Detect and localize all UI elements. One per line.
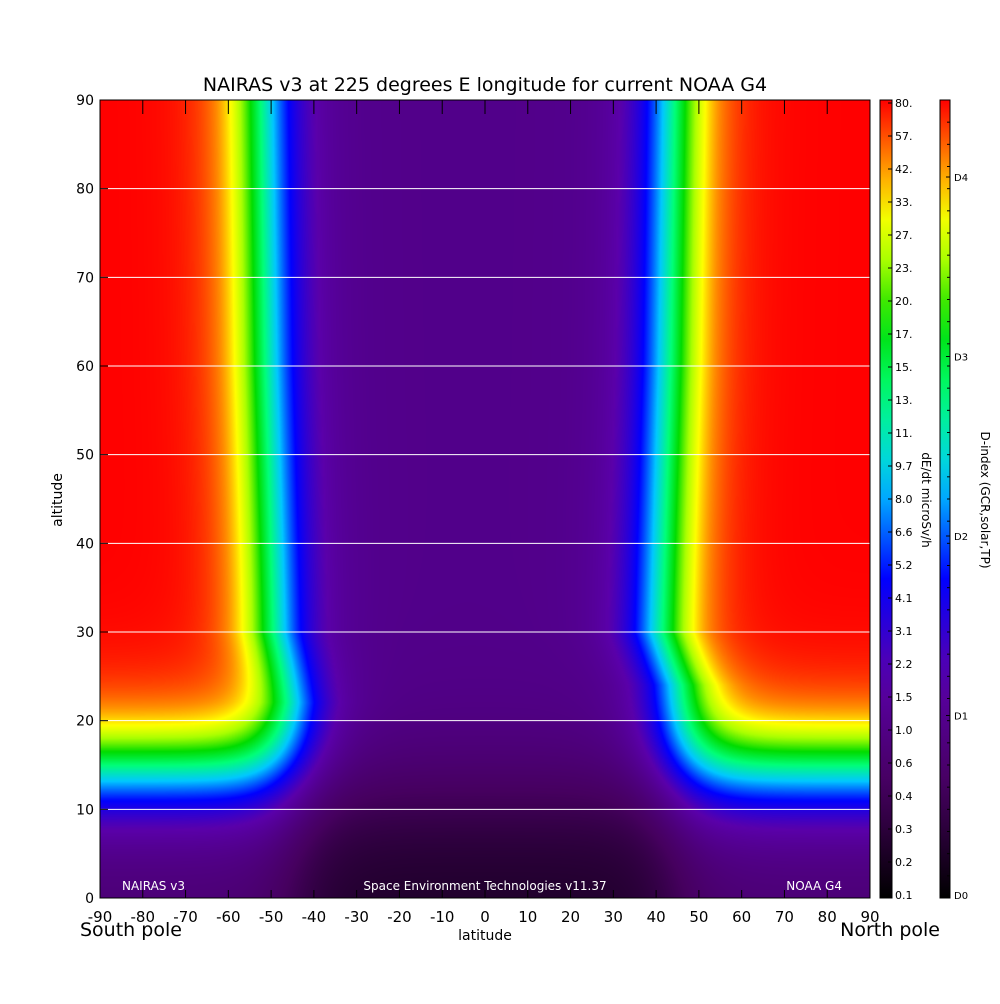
colorbar-tick-label: 4.1 <box>895 592 913 605</box>
y-tick-label: 30 <box>76 625 94 641</box>
colorbar-tick-label: 9.7 <box>895 460 913 473</box>
colorbar-tick-label: 1.0 <box>895 724 913 737</box>
y-tick-label: 50 <box>76 448 94 464</box>
colorbar2-tick-label: D4 <box>954 173 968 184</box>
x-tick-label: -60 <box>216 908 241 926</box>
footer-center: Space Environment Technologies v11.37 <box>363 879 606 893</box>
colorbar-tick-label: 80. <box>895 97 913 110</box>
x-tick-label: -80 <box>131 908 156 926</box>
y-tick-label: 0 <box>85 891 94 907</box>
y-tick-label: 40 <box>76 536 94 552</box>
colorbar-tick-label: 2.2 <box>895 658 913 671</box>
x-tick-label: -10 <box>430 908 455 926</box>
colorbar-tick-label: 0.6 <box>895 757 913 770</box>
colorbar-tick-label: 15. <box>895 361 913 374</box>
y-tick-label: 20 <box>76 714 94 730</box>
x-tick-label: 30 <box>604 908 623 926</box>
colorbar-tick-label: 17. <box>895 328 913 341</box>
x-tick-label: 70 <box>775 908 794 926</box>
colorbar-tick-label: 42. <box>895 163 913 176</box>
colorbar2-tick-label: D0 <box>954 891 968 902</box>
x-axis-label: latitude <box>458 928 512 944</box>
colorbar-tick-label: 3.1 <box>895 625 913 638</box>
colorbar-label: dE/dt microSv/h <box>919 452 933 547</box>
colorbar-tick-label: 8.0 <box>895 493 913 506</box>
colorbar-tick-label: 33. <box>895 196 913 209</box>
colorbar-tick-label: 11. <box>895 427 913 440</box>
x-tick-label: 20 <box>561 908 580 926</box>
colorbar-tick-label: 6.6 <box>895 526 913 539</box>
colorbar-tick-label: 0.4 <box>895 790 913 803</box>
colorbar-tick-label: 0.1 <box>895 889 913 902</box>
x-tick-label: 40 <box>647 908 666 926</box>
x-tick-label: 10 <box>518 908 537 926</box>
north-pole-label: North pole <box>840 919 940 941</box>
colorbar2-tick-label: D2 <box>954 532 968 543</box>
x-tick-label: -40 <box>302 908 327 926</box>
footer-right: NOAA G4 <box>786 879 842 893</box>
colorbar-tick-label: 1.5 <box>895 691 913 704</box>
y-tick-label: 60 <box>76 359 94 375</box>
colorbar-tick-label: 20. <box>895 295 913 308</box>
x-tick-label: -90 <box>88 908 113 926</box>
y-tick-label: 70 <box>76 270 94 286</box>
y-tick-label: 10 <box>76 802 94 818</box>
y-tick-label: 80 <box>76 182 94 198</box>
colorbar-tick-label: 0.3 <box>895 823 913 836</box>
chart-title: NAIRAS v3 at 225 degrees E longitude for… <box>203 74 767 96</box>
x-tick-label: 50 <box>689 908 708 926</box>
colorbar-tick-label: 0.2 <box>895 856 913 869</box>
footer-left: NAIRAS v3 <box>122 879 185 893</box>
x-tick-label: -50 <box>259 908 284 926</box>
colorbar-tick-label: 27. <box>895 229 913 242</box>
y-tick-label: 90 <box>76 93 94 109</box>
colorbar2-tick-label: D3 <box>954 353 968 364</box>
colorbar-tick-label: 23. <box>895 262 913 275</box>
colorbar2-label: D-index (GCR,solar,TP) <box>978 431 992 568</box>
dose-heatmap <box>100 100 870 898</box>
x-tick-label: 0 <box>480 908 490 926</box>
x-tick-label: -70 <box>173 908 198 926</box>
colorbar-tick-label: 5.2 <box>895 559 913 572</box>
colorbar-tick-label: 13. <box>895 394 913 407</box>
x-tick-label: 80 <box>818 908 837 926</box>
colorbar-tick-label: 57. <box>895 130 913 143</box>
x-tick-label: -20 <box>387 908 412 926</box>
y-axis-label: altitude <box>50 473 66 527</box>
colorbar2-tick-label: D1 <box>954 712 968 723</box>
x-tick-label: -30 <box>344 908 369 926</box>
south-pole-label: South pole <box>80 919 182 941</box>
x-tick-label: 60 <box>732 908 751 926</box>
x-tick-label: 90 <box>860 908 879 926</box>
